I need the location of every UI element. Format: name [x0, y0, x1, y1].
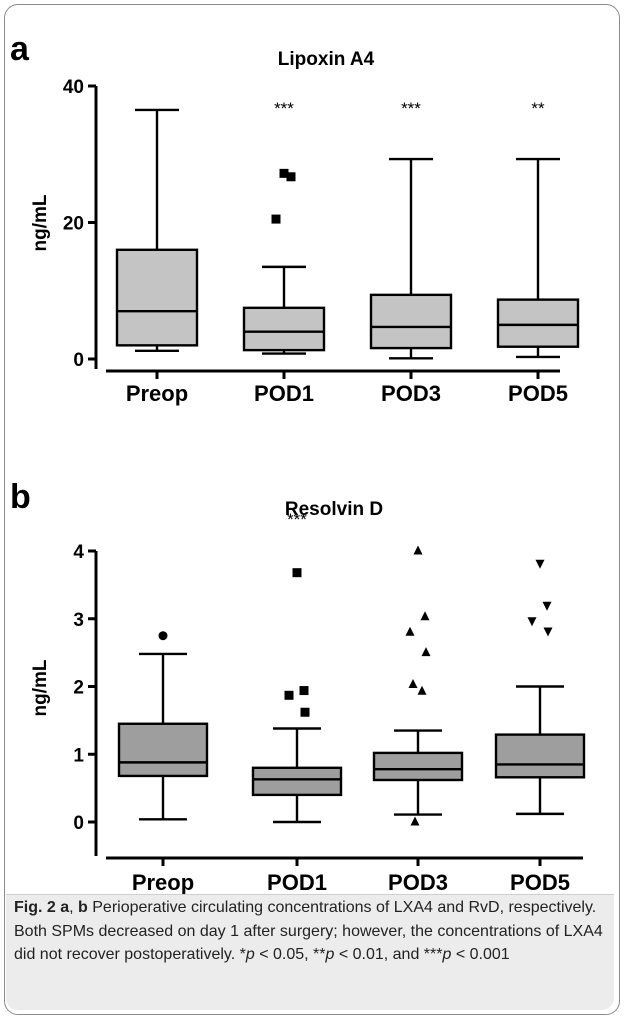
chart-title: Resolvin D [285, 499, 383, 520]
outlier-point [413, 545, 423, 555]
y-tick-label: 20 [63, 214, 84, 235]
box-iqr [115, 248, 199, 347]
x-tick-label: Preop [132, 870, 194, 895]
caption-stars-3: *** [423, 946, 443, 963]
outlier-point [535, 559, 545, 569]
outlier-point [158, 631, 168, 641]
box-iqr [496, 298, 580, 348]
box-pod1: *** [242, 99, 326, 355]
outlier-point [420, 611, 430, 621]
figure-caption: Fig. 2 a, b Perioperative circulating co… [14, 896, 606, 967]
outlier-point [292, 568, 302, 578]
y-tick-label: 40 [63, 77, 84, 98]
chart-title: Lipoxin A4 [278, 49, 375, 70]
caption-p-3: p [442, 946, 452, 963]
box-pod5 [494, 559, 586, 816]
caption-background [6, 894, 614, 1010]
box-iqr [251, 766, 343, 797]
x-tick-label: POD1 [254, 381, 314, 406]
x-tick-label: POD5 [508, 381, 568, 406]
y-tick-label: 3 [73, 610, 84, 631]
caption-text: Perioperative circulating concentrations… [14, 899, 603, 963]
x-tick-label: Preop [126, 381, 188, 406]
figure-frame [4, 4, 620, 1015]
caption-rel-3: < 0.001 [451, 946, 510, 963]
significance-label: *** [401, 99, 421, 118]
y-tick-label: 4 [73, 542, 84, 563]
x-tick-label: POD1 [267, 870, 327, 895]
panel-letter: b [10, 478, 31, 516]
outlier-point [284, 690, 294, 700]
box-pod3: *** [369, 99, 453, 360]
y-tick-label: 0 [73, 813, 84, 834]
box-pod1: *** [251, 510, 343, 824]
box-pod5: ** [496, 99, 580, 359]
box-preop [117, 631, 209, 821]
y-axis-label: ng/mL [30, 659, 51, 716]
caption-p-1: p [245, 946, 255, 963]
caption-rel-2: < 0.01, and [334, 946, 424, 963]
outlier-point [300, 707, 310, 717]
outlier-point [405, 626, 415, 636]
x-tick-label: POD3 [388, 870, 448, 895]
caption-stars-1: * [239, 946, 246, 963]
chart-panel-b: b Resolvin D ng/mL 0 1 2 3 4 Preop POD1 POD3 POD5 **… [10, 478, 586, 895]
significance-label: *** [274, 99, 294, 118]
y-axis-label: ng/mL [30, 194, 51, 251]
outlier-point [271, 214, 281, 224]
y-tick-label: 2 [73, 678, 84, 699]
box-iqr [494, 733, 586, 779]
box-iqr [369, 293, 453, 350]
outlier-point [286, 172, 296, 182]
box-iqr [372, 751, 464, 782]
box-preop [115, 108, 199, 353]
box-iqr [117, 722, 209, 778]
x-tick-label: POD3 [381, 381, 441, 406]
caption-panel-b: b [78, 899, 88, 916]
caption-separator: , [69, 899, 79, 916]
x-tick-label: POD5 [510, 870, 570, 895]
outlier-point [408, 678, 418, 688]
caption-panel-a: a [60, 899, 70, 916]
caption-fig-label: Fig. 2 [14, 899, 56, 916]
outlier-point [279, 168, 289, 178]
caption-rel-1: < 0.05, [254, 946, 314, 963]
box-iqr [242, 306, 326, 352]
y-tick-label: 1 [73, 745, 84, 766]
significance-label: ** [531, 99, 545, 118]
y-tick-label: 0 [73, 350, 84, 371]
panel-letter: a [10, 30, 30, 68]
outlier-point [421, 647, 431, 657]
outlier-point [299, 686, 309, 696]
outlier-point [543, 627, 553, 637]
outlier-point [542, 601, 552, 611]
box-pod3 [372, 545, 464, 826]
significance-label: *** [287, 510, 307, 529]
outlier-point [410, 816, 420, 826]
caption-stars-2: ** [313, 946, 326, 963]
chart-panel-a: a Lipoxin A4 ng/mL 0 20 40 Preop POD1 POD3 POD5 **… [10, 30, 580, 406]
outlier-point [527, 617, 537, 627]
caption-p-2: p [325, 946, 335, 963]
outlier-point [417, 685, 427, 695]
